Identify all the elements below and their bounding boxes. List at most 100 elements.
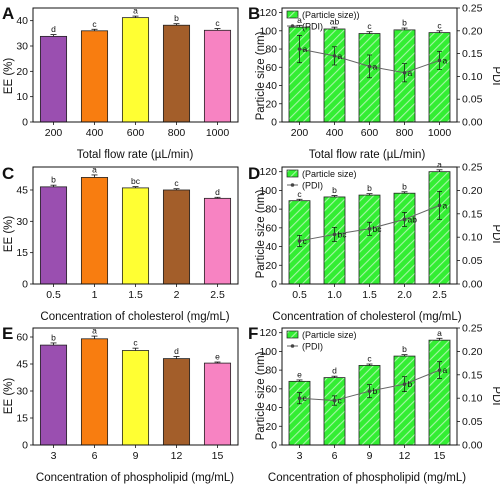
plot-frame <box>281 327 458 446</box>
pdi-significance-letter: c <box>303 236 308 246</box>
y2-tick-label: 0.10 <box>462 232 483 244</box>
legend-label-pdi: (PDI) <box>302 342 323 352</box>
x-tick-label: 9 <box>133 450 139 462</box>
error-bar <box>401 27 408 30</box>
pdi-significance-letter: ab <box>408 214 418 224</box>
bar <box>121 350 150 446</box>
y2-tick-label: 0.15 <box>462 208 483 220</box>
panel-letter-d: D <box>248 164 260 183</box>
legend-label-pdi: (PDI) <box>302 22 323 32</box>
y-tick-label: 0 <box>22 117 28 129</box>
bar <box>358 365 381 446</box>
significance-letter: ab <box>330 17 340 27</box>
error-bar <box>366 193 373 196</box>
y-tick-label: 40 <box>265 241 277 253</box>
y2-tick-label: 0.25 <box>462 162 483 174</box>
error-bar <box>331 195 338 197</box>
error-bar <box>296 379 303 382</box>
pdi-point <box>297 396 302 401</box>
y2-tick-label: 0.10 <box>462 71 483 83</box>
x-tick-label: 3 <box>51 450 57 462</box>
ylabel-c: EE (%) <box>3 216 15 253</box>
bar <box>162 358 191 446</box>
bar <box>428 339 451 446</box>
plot-a: d c a b c 0 10 20 30 40 200 400 600 800 1000 <box>16 6 239 139</box>
ylabel-b: Particle size (nm) <box>255 31 267 120</box>
error-bar <box>214 361 221 364</box>
y-tick-label: 15 <box>16 413 28 425</box>
pdi-significance-letter: a <box>443 200 448 210</box>
error-bar <box>401 191 408 194</box>
pdi-significance-letter: b <box>408 379 413 389</box>
y-tick-label: 20 <box>265 421 277 433</box>
y2-tick-label: 0.25 <box>462 323 483 335</box>
pdi-point <box>437 58 442 63</box>
xlabel-f: Concentration of phospholipid (mg/mL) <box>268 472 466 484</box>
pdi-significance-letter: bc <box>373 224 383 234</box>
bar <box>203 197 232 285</box>
significance-letter: d <box>51 24 56 34</box>
y2label-d: PDI <box>490 224 500 243</box>
bar <box>39 35 68 123</box>
bar <box>288 380 311 446</box>
y-tick-label: 40 <box>265 80 277 92</box>
plot-d: c b b b a c bc bc ab a 0.00 0.05 0.10 0.15 0.20 0.25 (Pa… <box>259 159 482 301</box>
legend-swatch-particle-size <box>286 169 299 178</box>
plot-e: b a c d e 0 15 30 45 60 3 6 9 12 15 <box>16 326 239 462</box>
pdi-point <box>297 239 302 243</box>
x-tick-label: 600 <box>127 127 145 139</box>
plot-frame <box>32 166 239 285</box>
bar <box>121 187 150 285</box>
significance-letter: c <box>92 19 97 29</box>
legend-label-pdi: (PDI) <box>302 181 323 191</box>
bar <box>358 194 381 285</box>
error-bar <box>91 28 98 31</box>
y2-tick-label: 0.05 <box>462 94 483 106</box>
panel-d: D Particle size (nm) PDI Concentration o… <box>248 159 500 323</box>
y-tick-label: 0 <box>271 279 277 291</box>
y2label-b: PDI <box>490 66 500 85</box>
significance-letter: c <box>215 18 220 28</box>
x-tick-label: 1.0 <box>327 289 342 301</box>
x-tick-label: 12 <box>399 450 411 462</box>
error-bar <box>436 169 443 172</box>
significance-letter: a <box>437 328 442 338</box>
xlabel-e: Concentration of phospholipid (mg/mL) <box>36 472 234 484</box>
legend-label-particle-size: (Particle size) <box>302 169 357 179</box>
bar <box>428 171 451 285</box>
bar <box>393 192 416 285</box>
ylabel-d: Particle size (nm) <box>255 189 267 278</box>
error-bar <box>173 356 180 359</box>
y2-tick-label: 0.00 <box>462 279 483 291</box>
error-bar <box>91 335 98 339</box>
x-tick-label: 1 <box>92 289 98 301</box>
x-tick-label: 200 <box>45 127 63 139</box>
significance-letter: a <box>133 6 138 16</box>
significance-letter: b <box>367 183 372 193</box>
y2label-f: PDI <box>490 386 500 405</box>
significance-letter: d <box>215 187 220 197</box>
pdi-point <box>332 232 337 237</box>
y-tick-label: 40 <box>265 402 277 414</box>
error-bar <box>132 347 139 351</box>
y-tick-label: 60 <box>16 332 28 344</box>
pdi-significance-letter: a <box>373 61 378 71</box>
y-tick-label: 80 <box>265 44 277 56</box>
x-tick-label: 6 <box>332 450 338 462</box>
plot-b: a ab c b c a a a a a 0.00 0.05 0.10 0.15 0.20 0.25 (Part… <box>259 3 482 140</box>
plot-c: b a bc c d 0 15 30 45 0.5 1 1.5 2 2.5 <box>16 164 239 301</box>
y-tick-label: 80 <box>265 365 277 377</box>
error-bar <box>132 15 139 18</box>
x-tick-label: 400 <box>326 127 344 139</box>
y2-tick-label: 0.20 <box>462 25 483 37</box>
significance-letter: a <box>92 164 97 174</box>
bar <box>203 29 232 123</box>
y-tick-label: 60 <box>265 62 277 74</box>
panel-letter-b: B <box>248 4 260 23</box>
significance-letter: a <box>92 326 97 336</box>
y2-tick-label: 0.15 <box>462 48 483 60</box>
significance-letter: c <box>367 21 372 31</box>
bar <box>393 355 416 446</box>
significance-letter: a <box>297 15 302 25</box>
error-bar <box>214 28 221 31</box>
